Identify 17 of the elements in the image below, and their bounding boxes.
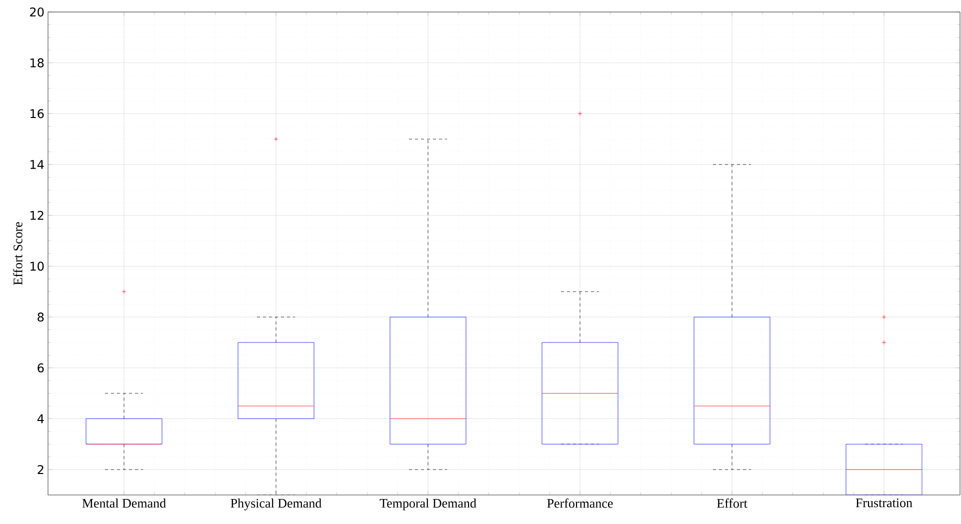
x-tick-label: Effort bbox=[716, 498, 748, 508]
y-tick-label: 2 bbox=[38, 465, 44, 474]
y-tick-label: 12 bbox=[30, 210, 44, 220]
x-tick-label: Physical Demand bbox=[230, 498, 322, 510]
y-tick-label: 20 bbox=[30, 7, 44, 17]
x-tick-label: Frustration bbox=[856, 498, 912, 508]
y-axis-title: Effort Score bbox=[13, 222, 22, 285]
y-tick-label: 16 bbox=[30, 109, 44, 118]
y-tick-label: 8 bbox=[38, 312, 44, 322]
x-tick-label: Performance bbox=[547, 498, 613, 508]
x-tick-label: Mental Demand bbox=[82, 498, 166, 508]
x-tick-label: Temporal Demand bbox=[380, 498, 476, 510]
y-tick-label: 14 bbox=[30, 160, 44, 169]
y-tick-label: 6 bbox=[38, 363, 44, 372]
y-tick-label: 4 bbox=[37, 414, 44, 424]
y-tick-label: 18 bbox=[30, 58, 44, 68]
y-tick-label: 10 bbox=[30, 262, 44, 271]
